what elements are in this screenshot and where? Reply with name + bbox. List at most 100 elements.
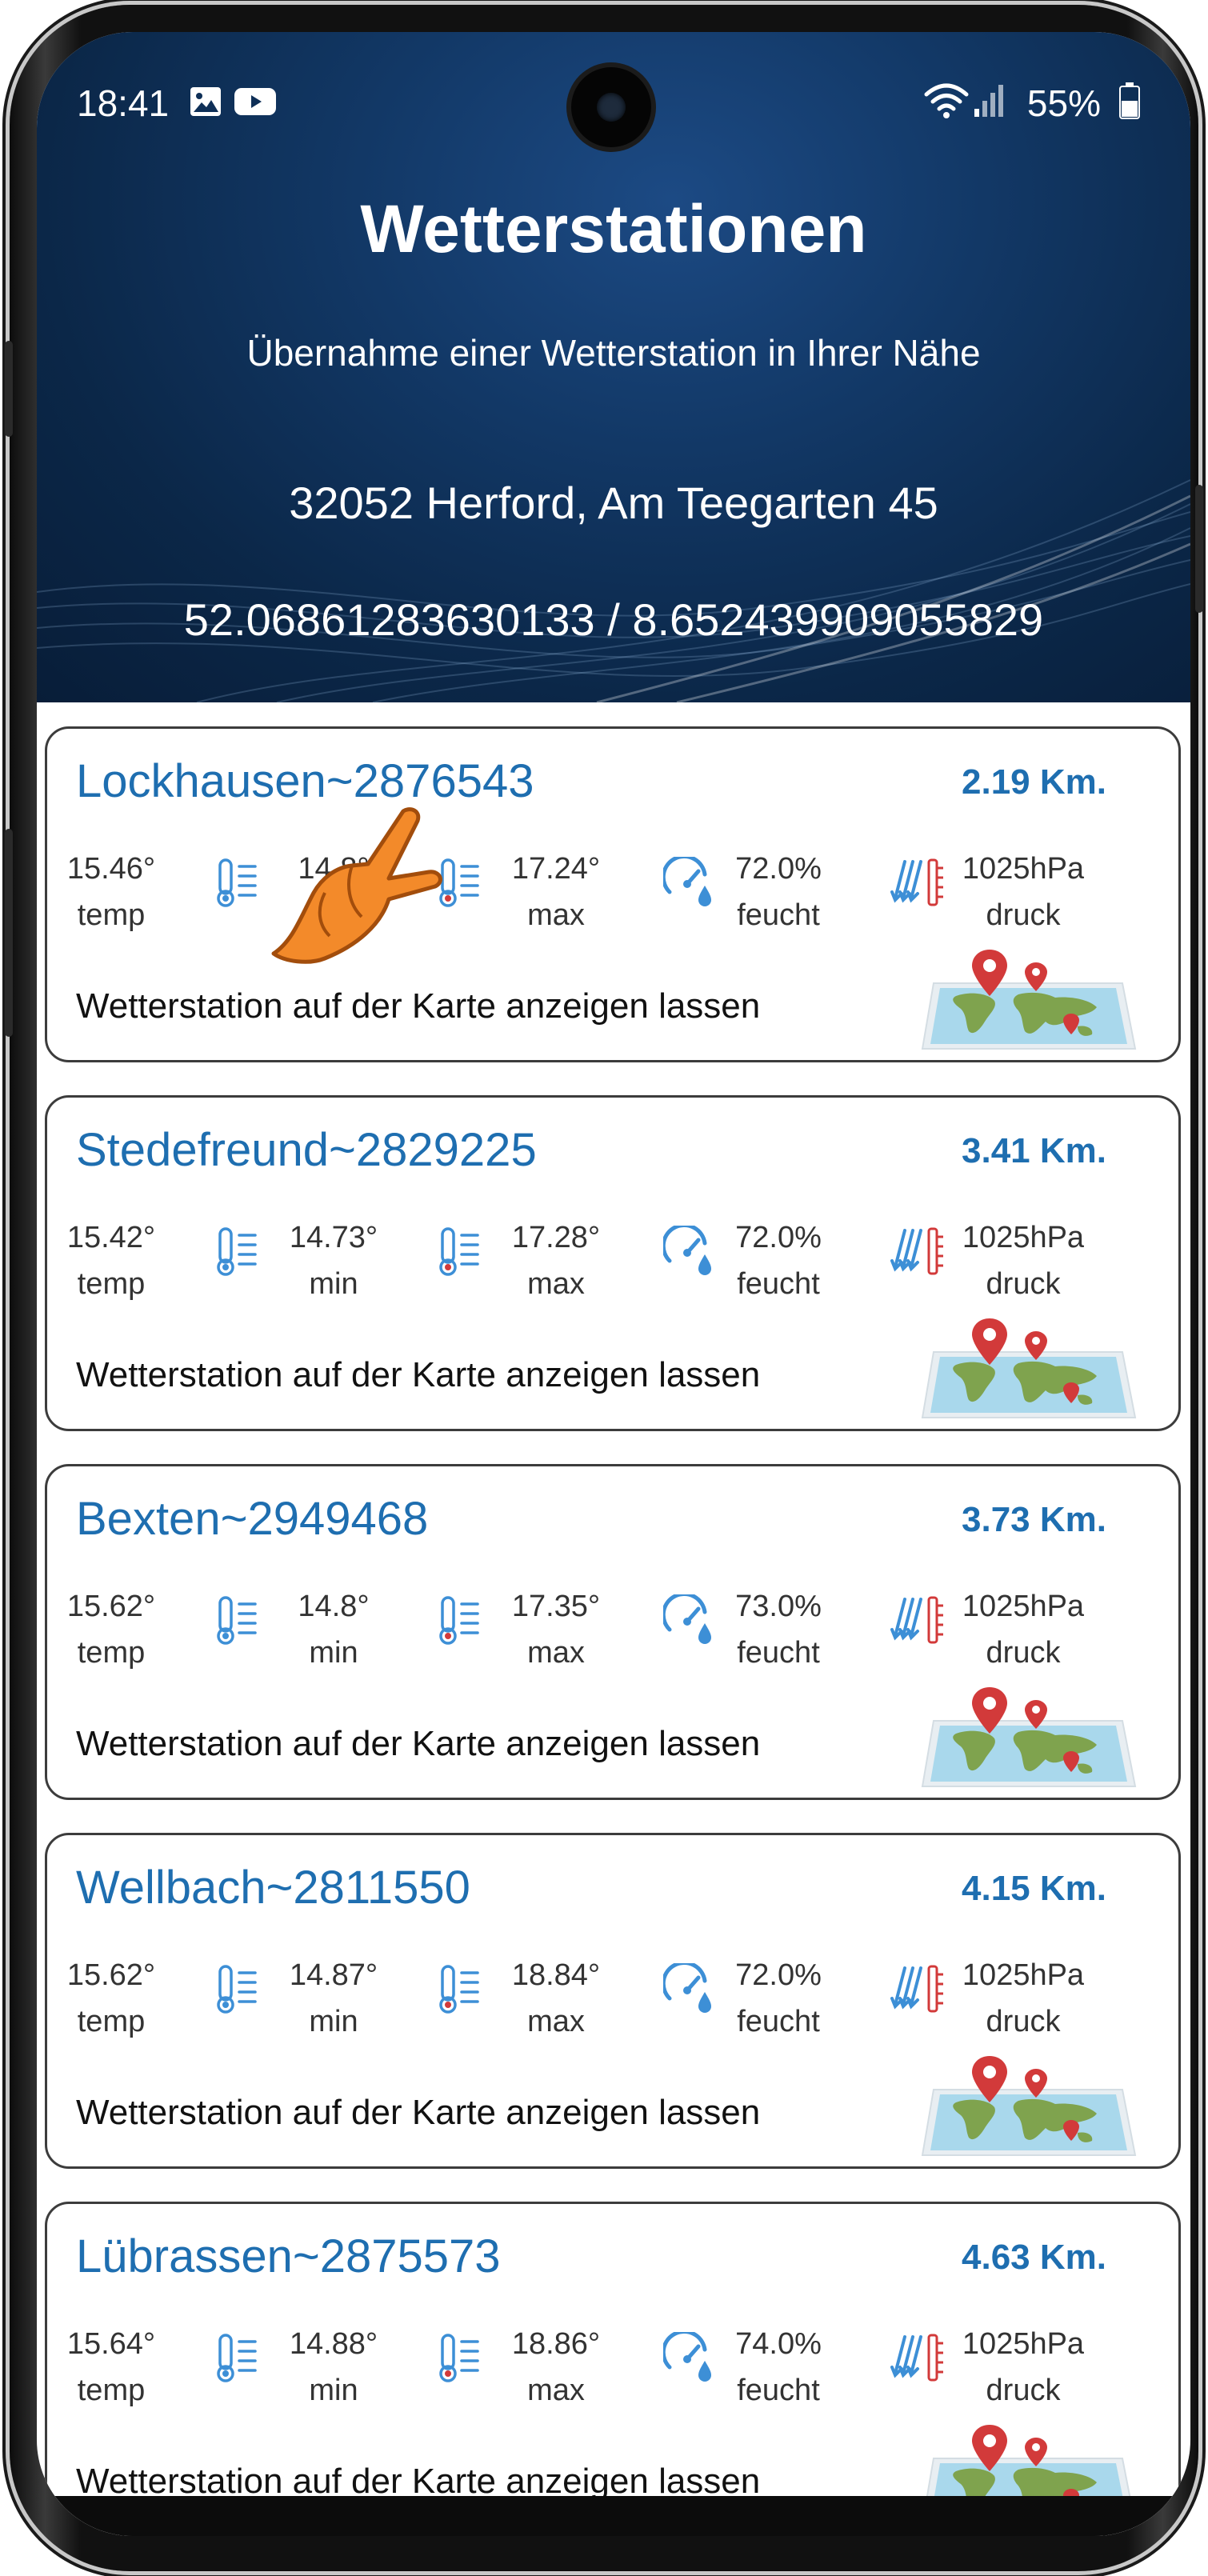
pressure-icon <box>890 1596 943 1644</box>
header-waves-decoration <box>37 479 1190 702</box>
temp-metric: 15.42° temp <box>39 1214 183 1307</box>
thermometer-icon <box>217 1596 257 1645</box>
min-label: min <box>309 2374 358 2407</box>
pressure-metric: 1025hPa druck <box>935 2321 1111 2414</box>
world-map-icon[interactable] <box>921 948 1137 1052</box>
min-label: min <box>309 1267 358 1301</box>
pressure-label: druck <box>986 2374 1061 2407</box>
max-label: max <box>527 898 585 932</box>
front-camera <box>571 67 651 147</box>
status-time: 18:41 <box>77 82 170 124</box>
min-metric: 14.88° min <box>262 2321 406 2414</box>
max-value: 17.35° <box>511 1590 601 1623</box>
humidity-gauge-icon <box>663 1963 711 2013</box>
thermometer-max-icon <box>439 1227 479 1276</box>
station-card[interactable]: Bexten~2949468 3.73 Km. 15.62° temp 14.8… <box>45 1464 1181 1800</box>
station-name[interactable]: Stedefreund~2829225 <box>76 1124 537 1176</box>
humidity-metric: 72.0% feucht <box>706 1214 850 1307</box>
temp-label: temp <box>77 2005 146 2038</box>
show-on-map-link[interactable]: Wetterstation auf der Karte anzeigen las… <box>76 986 761 1026</box>
pressure-icon <box>890 1965 943 2013</box>
volume-button <box>5 829 13 1037</box>
station-distance: 3.73 Km. <box>962 1500 1106 1539</box>
pressure-metric: 1025hPa druck <box>935 1952 1111 2045</box>
temp-metric: 15.62° temp <box>39 1583 183 1676</box>
humidity-value: 74.0% <box>735 2327 822 2361</box>
pressure-value: 1025hPa <box>962 1590 1085 1623</box>
phone-frame: 18:41 <box>5 5 1203 2571</box>
humidity-label: feucht <box>737 1636 820 1670</box>
thermometer-icon <box>217 1965 257 2014</box>
min-value: 14.73° <box>289 1221 378 1254</box>
humidity-label: feucht <box>737 2005 820 2038</box>
max-metric: 17.24° max <box>484 846 628 938</box>
pressure-metric: 1025hPa druck <box>935 1583 1111 1676</box>
youtube-icon <box>234 88 276 115</box>
signal-icon <box>974 85 1003 117</box>
world-map-icon[interactable] <box>921 1317 1137 1421</box>
humidity-gauge-icon <box>663 1226 711 1275</box>
pressure-metric: 1025hPa druck <box>935 846 1111 938</box>
humidity-gauge-icon <box>663 2332 711 2382</box>
humidity-label: feucht <box>737 1267 820 1301</box>
battery-icon <box>1119 82 1140 119</box>
world-map-icon[interactable] <box>921 1686 1137 1790</box>
max-label: max <box>527 1636 585 1670</box>
pressure-icon <box>890 1227 943 1275</box>
temp-metric: 15.46° temp <box>39 846 183 938</box>
status-bar: 18:41 <box>37 32 1190 147</box>
thermometer-max-icon <box>439 858 479 907</box>
station-card[interactable]: Lockhausen~2876543 2.19 Km. 15.46° temp … <box>45 726 1181 1062</box>
thermometer-icon <box>217 1227 257 1276</box>
temp-label: temp <box>77 1267 146 1301</box>
page-title: Wetterstationen <box>360 191 867 266</box>
current-address: 32052 Herford, Am Teegarten 45 <box>289 478 938 528</box>
max-label: max <box>527 1267 585 1301</box>
temp-label: temp <box>77 2374 146 2407</box>
max-metric: 17.35° max <box>484 1583 628 1676</box>
station-card[interactable]: Stedefreund~2829225 3.41 Km. 15.42° temp… <box>45 1095 1181 1431</box>
station-name[interactable]: Lockhausen~2876543 <box>76 755 534 807</box>
temp-value: 15.62° <box>66 1590 156 1623</box>
temp-value: 15.46° <box>66 852 156 886</box>
min-metric: 14.8° min <box>262 1583 406 1676</box>
world-map-icon[interactable] <box>921 2054 1137 2158</box>
humidity-label: feucht <box>737 898 820 932</box>
pressure-label: druck <box>986 898 1061 932</box>
temp-label: temp <box>77 898 146 932</box>
temp-metric: 15.64° temp <box>39 2321 183 2414</box>
show-on-map-link[interactable]: Wetterstation auf der Karte anzeigen las… <box>76 2093 761 2132</box>
show-on-map-link[interactable]: Wetterstation auf der Karte anzeigen las… <box>76 1355 761 1394</box>
page-subtitle: Übernahme einer Wetterstation in Ihrer N… <box>246 332 981 374</box>
show-on-map-link[interactable]: Wetterstation auf der Karte anzeigen las… <box>76 2462 761 2501</box>
temp-value: 15.42° <box>66 1221 156 1254</box>
pressure-value: 1025hPa <box>962 2327 1085 2361</box>
station-name[interactable]: Wellbach~2811550 <box>76 1862 470 1914</box>
station-name[interactable]: Lübrassen~2875573 <box>76 2230 501 2282</box>
show-on-map-link[interactable]: Wetterstation auf der Karte anzeigen las… <box>76 1724 761 1763</box>
max-value: 18.86° <box>511 2327 601 2361</box>
humidity-metric: 73.0% feucht <box>706 1583 850 1676</box>
station-card[interactable]: Wellbach~2811550 4.15 Km. 15.62° temp 14… <box>45 1833 1181 2169</box>
humidity-gauge-icon <box>663 1594 711 1644</box>
min-metric: 14.87° min <box>262 1952 406 2045</box>
humidity-gauge-icon <box>663 857 711 906</box>
station-distance: 2.19 Km. <box>962 762 1106 802</box>
humidity-label: feucht <box>737 2374 820 2407</box>
max-value: 18.84° <box>511 1958 601 1992</box>
volume-button <box>5 341 13 437</box>
header: 18:41 <box>37 32 1190 702</box>
humidity-value: 72.0% <box>735 1221 822 1254</box>
min-value: 14.88° <box>289 2327 378 2361</box>
pressure-label: druck <box>986 2005 1061 2038</box>
station-distance: 4.15 Km. <box>962 1869 1106 1908</box>
station-name[interactable]: Bexten~2949468 <box>76 1493 429 1545</box>
image-icon <box>190 87 221 116</box>
humidity-metric: 72.0% feucht <box>706 846 850 938</box>
pressure-value: 1025hPa <box>962 1221 1085 1254</box>
min-metric: 14.73° min <box>262 1214 406 1307</box>
station-card[interactable]: Lübrassen~2875573 4.63 Km. 15.64° temp 1… <box>45 2202 1181 2536</box>
screen: 18:41 <box>37 32 1190 2536</box>
pointer-hand-icon <box>271 807 442 964</box>
max-label: max <box>527 2374 585 2407</box>
